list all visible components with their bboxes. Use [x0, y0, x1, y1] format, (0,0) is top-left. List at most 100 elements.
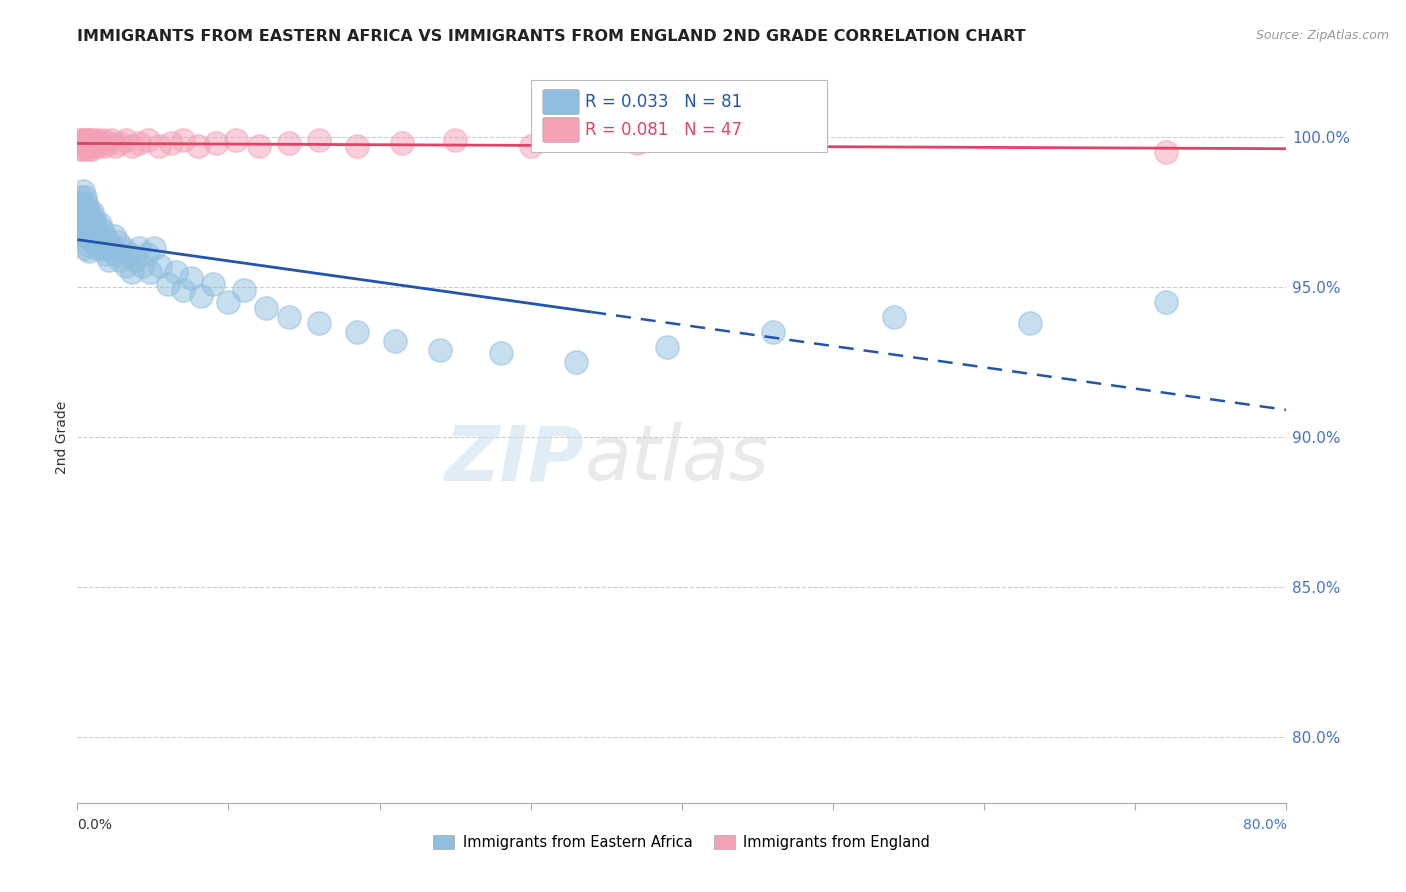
- Point: [73, 133, 96, 147]
- Point: [148, 139, 170, 153]
- Point: [218, 295, 240, 310]
- Point: [762, 325, 785, 339]
- Point: [69, 205, 91, 219]
- Point: [165, 265, 187, 279]
- FancyBboxPatch shape: [543, 118, 579, 143]
- Point: [77, 142, 100, 156]
- Point: [254, 301, 277, 315]
- Point: [1154, 295, 1177, 310]
- Point: [172, 283, 194, 297]
- Point: [278, 310, 301, 325]
- Point: [489, 346, 512, 360]
- Point: [80, 214, 103, 228]
- Point: [90, 223, 112, 237]
- Text: 80.0%: 80.0%: [1243, 818, 1286, 831]
- Point: [77, 133, 100, 147]
- Point: [232, 283, 254, 297]
- Point: [84, 235, 107, 250]
- Point: [84, 136, 107, 151]
- Point: [444, 133, 467, 147]
- Point: [72, 202, 94, 217]
- Point: [108, 136, 131, 151]
- Point: [626, 136, 648, 151]
- Point: [114, 259, 136, 273]
- Point: [883, 310, 905, 325]
- Text: ZIP: ZIP: [446, 422, 585, 496]
- Point: [86, 133, 108, 147]
- Point: [72, 217, 94, 231]
- Text: R = 0.081   N = 47: R = 0.081 N = 47: [585, 121, 742, 139]
- Point: [565, 355, 588, 369]
- Point: [67, 226, 90, 240]
- Legend: Immigrants from Eastern Africa, Immigrants from England: Immigrants from Eastern Africa, Immigran…: [427, 829, 936, 855]
- Point: [114, 133, 136, 147]
- Point: [118, 247, 141, 261]
- Point: [70, 211, 93, 226]
- Point: [308, 133, 330, 147]
- FancyBboxPatch shape: [543, 89, 579, 114]
- Point: [77, 238, 100, 252]
- Point: [121, 265, 143, 279]
- Point: [135, 247, 157, 261]
- Point: [72, 136, 94, 151]
- Point: [82, 205, 104, 219]
- Point: [391, 136, 413, 151]
- Point: [93, 229, 115, 244]
- Point: [69, 133, 91, 147]
- Point: [73, 190, 96, 204]
- Point: [100, 133, 122, 147]
- Point: [79, 139, 101, 153]
- Point: [79, 208, 101, 222]
- Point: [87, 139, 110, 153]
- Point: [73, 205, 96, 219]
- Point: [77, 220, 100, 235]
- Point: [157, 277, 180, 292]
- Point: [128, 136, 150, 151]
- Point: [93, 139, 115, 153]
- Point: [520, 139, 543, 153]
- Point: [91, 241, 114, 255]
- Point: [187, 139, 209, 153]
- Point: [80, 136, 103, 151]
- Point: [124, 253, 146, 268]
- Point: [91, 133, 114, 147]
- Point: [72, 184, 94, 198]
- Point: [1154, 145, 1177, 160]
- Point: [84, 217, 107, 231]
- Point: [104, 247, 127, 261]
- Point: [429, 343, 451, 358]
- Text: IMMIGRANTS FROM EASTERN AFRICA VS IMMIGRANTS FROM ENGLAND 2ND GRADE CORRELATION : IMMIGRANTS FROM EASTERN AFRICA VS IMMIGR…: [77, 29, 1026, 44]
- Point: [205, 136, 228, 151]
- Point: [73, 241, 96, 255]
- Point: [143, 241, 166, 255]
- Text: Source: ZipAtlas.com: Source: ZipAtlas.com: [1256, 29, 1389, 42]
- Point: [180, 271, 202, 285]
- Point: [83, 229, 105, 244]
- Point: [67, 136, 90, 151]
- Point: [70, 133, 93, 147]
- Point: [100, 241, 122, 255]
- Point: [87, 229, 110, 244]
- Point: [104, 139, 127, 153]
- Point: [70, 226, 93, 240]
- Point: [75, 229, 97, 244]
- Point: [149, 259, 172, 273]
- Point: [79, 133, 101, 147]
- Point: [83, 139, 105, 153]
- Point: [103, 229, 125, 244]
- Point: [225, 133, 247, 147]
- Point: [247, 139, 270, 153]
- Point: [73, 139, 96, 153]
- Text: 0.0%: 0.0%: [77, 818, 112, 831]
- Point: [82, 133, 104, 147]
- Point: [346, 325, 368, 339]
- Point: [89, 136, 111, 151]
- Point: [70, 196, 93, 211]
- Point: [96, 235, 118, 250]
- Point: [138, 133, 160, 147]
- Point: [121, 139, 143, 153]
- Point: [86, 241, 108, 255]
- Point: [96, 136, 118, 151]
- Point: [202, 277, 225, 292]
- Point: [160, 136, 183, 151]
